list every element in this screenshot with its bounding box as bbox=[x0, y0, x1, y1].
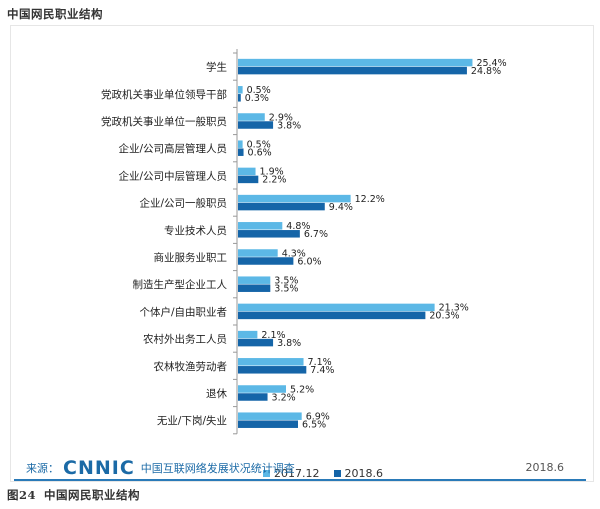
legend-label-2018: 2018.6 bbox=[344, 467, 384, 480]
footer-divider bbox=[14, 479, 586, 481]
bar-2018 bbox=[238, 121, 274, 129]
bar-2018 bbox=[238, 148, 244, 156]
data-label: 12.2% bbox=[355, 194, 385, 205]
category-label: 企业/公司中层管理人员 bbox=[118, 169, 227, 182]
category-label: 党政机关事业单位领导干部 bbox=[101, 88, 227, 101]
legend-swatch-2017 bbox=[263, 470, 270, 477]
bar-2017 bbox=[238, 140, 243, 148]
category-label: 学生 bbox=[206, 61, 227, 74]
bar-2018 bbox=[238, 230, 300, 238]
category-label: 退休 bbox=[206, 388, 227, 400]
data-label: 24.8% bbox=[471, 66, 501, 77]
legend-item-2017: 2017.12 bbox=[263, 467, 320, 480]
bar-2018 bbox=[238, 420, 298, 428]
category-label: 专业技术人员 bbox=[164, 224, 227, 237]
data-label: 7.1% bbox=[308, 357, 332, 368]
data-label: 0.5% bbox=[247, 139, 271, 150]
bar-2018 bbox=[238, 175, 259, 184]
data-label: 20.3% bbox=[429, 311, 459, 322]
category-label: 无业/下岗/失业 bbox=[157, 414, 227, 427]
data-label: 3.2% bbox=[272, 392, 296, 403]
occupation-bar-chart: 学生 25.4%24.8%党政机关事业单位领导干部 0.5%0.3%党政机关事业单位… bbox=[101, 49, 507, 435]
data-label: 21.3% bbox=[439, 303, 469, 314]
legend-swatch-2018 bbox=[333, 470, 341, 477]
bar-2018 bbox=[238, 338, 274, 347]
category-label: 制造生产型企业工人 bbox=[133, 278, 228, 291]
bar-2018 bbox=[238, 284, 271, 292]
bar-2018 bbox=[238, 311, 426, 320]
data-label: 6.5% bbox=[302, 419, 326, 430]
bar-2017 bbox=[238, 358, 304, 366]
legend-label-2017: 2017.12 bbox=[274, 467, 320, 480]
data-label: 0.6% bbox=[248, 147, 272, 158]
data-label: 25.4% bbox=[476, 58, 506, 69]
data-label: 3.5% bbox=[274, 283, 298, 294]
bar-2017 bbox=[238, 194, 351, 203]
bar-2018 bbox=[238, 66, 467, 75]
data-label: 2.2% bbox=[262, 175, 286, 186]
chart-legend: 2017.12 2018.6 bbox=[263, 467, 397, 480]
data-label: 3.8% bbox=[277, 338, 301, 349]
data-label: 2.9% bbox=[269, 112, 293, 123]
bar-2017 bbox=[238, 303, 435, 312]
data-label: 6.9% bbox=[306, 411, 330, 422]
data-label: 4.3% bbox=[282, 248, 306, 259]
chart-frame: 学生 25.4% 24.8% 党政机关事业单位领导干部 0.5% 0.3% 党政机关事业单位… bbox=[10, 25, 594, 482]
bar-2017 bbox=[238, 276, 271, 284]
bar-2017 bbox=[238, 86, 243, 94]
category-label: 农村外出务工人员 bbox=[143, 333, 227, 346]
page-title: 中国网民职业结构 bbox=[7, 7, 103, 21]
data-label: 7.4% bbox=[310, 365, 334, 376]
data-label: 0.3% bbox=[245, 93, 269, 104]
data-label: 5.2% bbox=[290, 384, 314, 395]
bar-2017 bbox=[238, 330, 258, 339]
data-label: 6.7% bbox=[304, 229, 328, 240]
category-label: 党政机关事业单位一般职员 bbox=[101, 115, 227, 128]
data-label: 4.8% bbox=[286, 221, 310, 232]
category-label: 企业/公司一般职员 bbox=[139, 197, 227, 210]
bar-2017 bbox=[238, 385, 286, 393]
source-line-text: 来源： CNNIC 中国互联网络发展状况统计调查 bbox=[26, 457, 295, 479]
data-label: 1.9% bbox=[260, 167, 284, 178]
bar-2017 bbox=[238, 222, 283, 230]
source-date: 2018.6 bbox=[525, 461, 565, 474]
figure-number: 图24 bbox=[7, 488, 37, 502]
figure-caption: 图24 中国网民职业结构 bbox=[7, 487, 148, 503]
bar-2018 bbox=[238, 393, 268, 401]
bar-2017 bbox=[238, 58, 473, 67]
bar-2017 bbox=[238, 113, 265, 121]
bar-2018 bbox=[238, 94, 241, 102]
bar-2017 bbox=[238, 167, 256, 176]
data-label: 3.8% bbox=[277, 120, 301, 131]
category-label: 企业/公司高层管理人员 bbox=[118, 142, 227, 155]
source-name: 中国互联网络发展状况统计调查 bbox=[140, 462, 295, 475]
category-label: 个体户/自由职业者 bbox=[139, 305, 227, 318]
bar-2018 bbox=[238, 257, 294, 265]
data-label: 9.4% bbox=[329, 202, 353, 213]
data-label: 3.5% bbox=[274, 275, 298, 286]
figure-caption-text: 中国网民职业结构 bbox=[44, 488, 141, 502]
source-label: 来源： bbox=[26, 462, 59, 475]
bar-2017 bbox=[238, 412, 302, 420]
bar-2018 bbox=[238, 366, 307, 374]
data-label: 6.0% bbox=[297, 256, 321, 267]
category-label: 商业服务业职工 bbox=[154, 251, 228, 264]
legend-item-2018: 2018.6 bbox=[333, 467, 384, 480]
cnnic-logo: CNNIC bbox=[63, 457, 135, 479]
category-label: 农林牧渔劳动者 bbox=[154, 360, 228, 373]
bar-2017 bbox=[238, 249, 278, 257]
data-label: 2.1% bbox=[261, 330, 285, 341]
bar-2018 bbox=[238, 202, 325, 211]
data-label: 0.5% bbox=[247, 85, 271, 96]
